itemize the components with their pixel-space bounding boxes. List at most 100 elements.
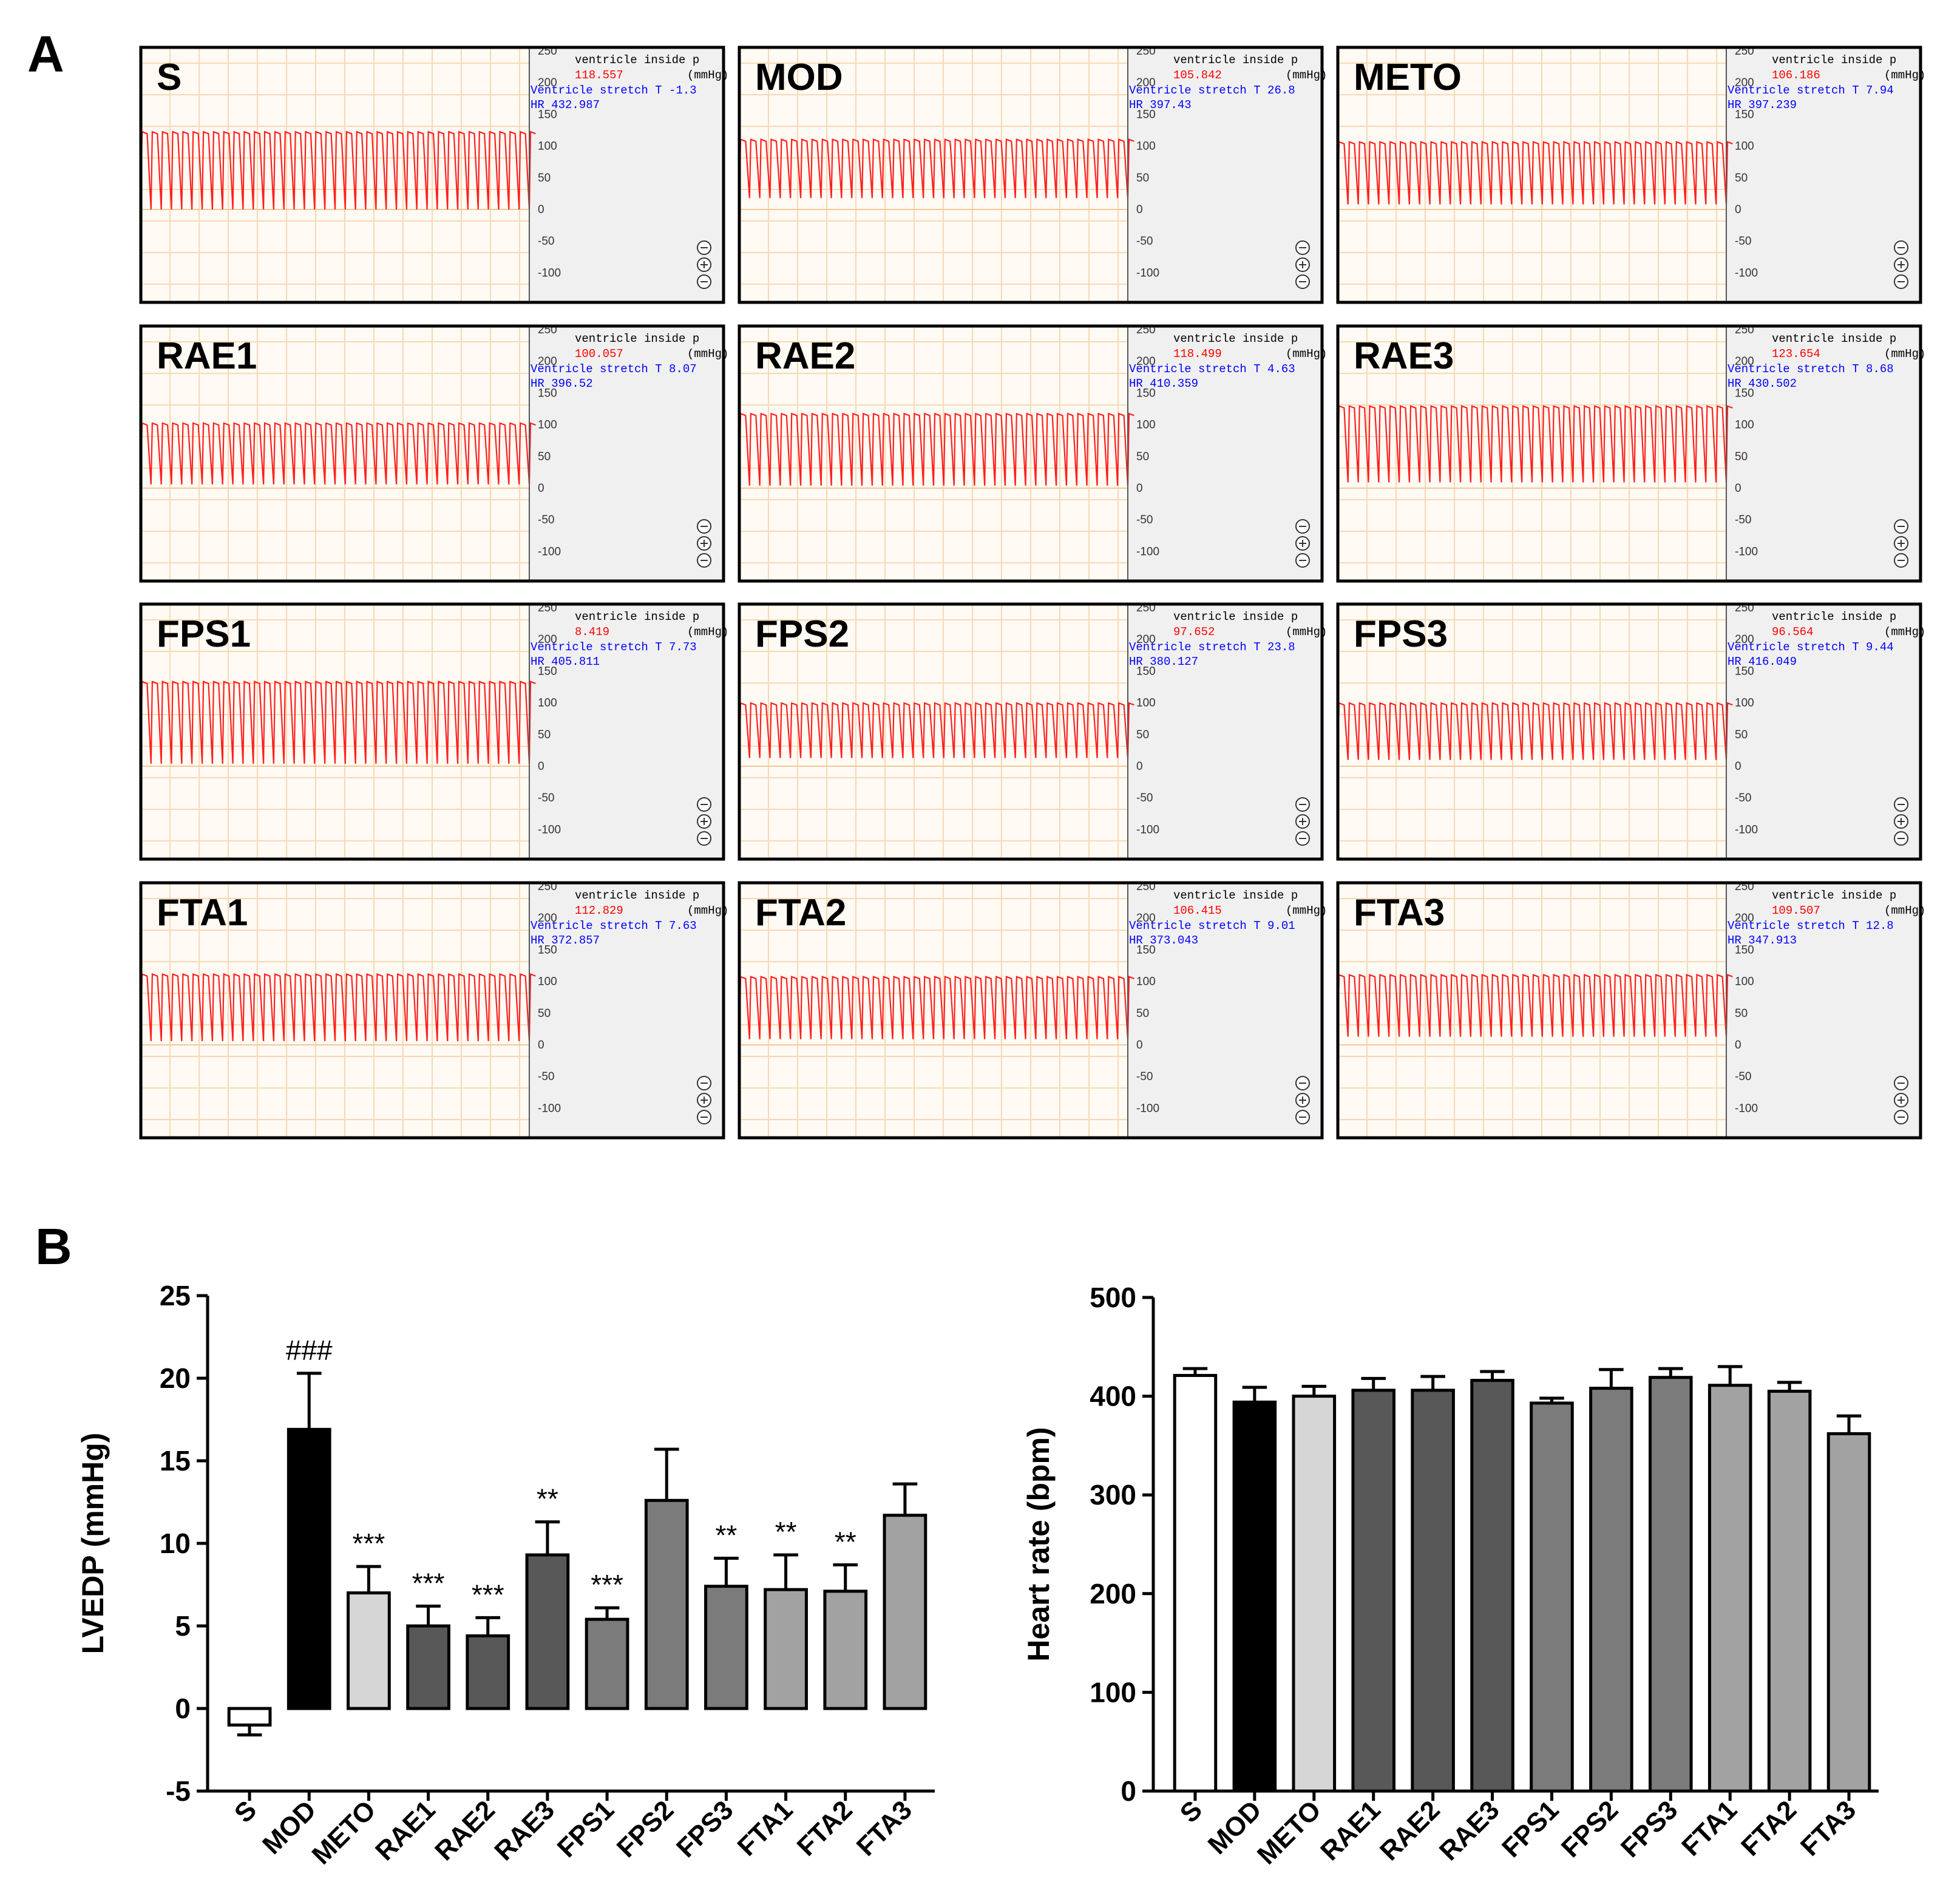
unit-label: (mmHg) <box>687 69 728 82</box>
trace-y-tick: -50 <box>538 235 554 248</box>
x-tick-label-meto: METO <box>1252 1795 1327 1870</box>
pressure-trace <box>140 422 536 484</box>
bar-rae2 <box>466 1634 510 1710</box>
trace-y-tick: 50 <box>1136 729 1149 741</box>
stretch-readout: Ventricle stretch T 23.8 <box>1129 641 1295 654</box>
pressure-readout: 123.654 <box>1772 347 1820 361</box>
trace-y-tick: 200 <box>1735 912 1754 925</box>
pressure-readout: 96.564 <box>1772 625 1813 639</box>
x-tick-label-fta2: FTA2 <box>792 1795 858 1861</box>
trace-y-tick: 200 <box>1136 76 1156 89</box>
trace-y-tick: 0 <box>1735 203 1741 216</box>
pressure-readout: 100.057 <box>575 347 623 361</box>
trace-readout-area <box>1128 604 1322 859</box>
significance-fps3: ** <box>716 1519 738 1551</box>
trace-y-tick: -100 <box>1136 267 1159 279</box>
significance-fta2: ** <box>835 1526 856 1557</box>
bar-s <box>1173 1373 1218 1793</box>
trace-y-tick: 150 <box>1735 108 1754 121</box>
trace-y-tick: 100 <box>1136 419 1156 432</box>
trace-y-tick: 50 <box>538 729 551 741</box>
stretch-readout: Ventricle stretch T 9.44 <box>1728 641 1894 654</box>
bar-fta3 <box>883 1514 927 1710</box>
unit-label: (mmHg) <box>1286 625 1327 639</box>
bar-fps3 <box>704 1585 748 1710</box>
trace-panel-border <box>139 324 725 583</box>
x-tick-label-s: S <box>1175 1795 1208 1828</box>
trace-readout-area <box>529 47 724 302</box>
trace-y-tick: -100 <box>538 823 561 836</box>
trace-y-tick: 150 <box>1136 943 1156 956</box>
significance-mod: ### <box>286 1334 333 1366</box>
stretch-readout: Ventricle stretch T 8.07 <box>531 362 697 376</box>
bar-fta3 <box>1826 1432 1871 1793</box>
trace-y-tick: -50 <box>1136 514 1153 526</box>
trace-readout-area <box>529 883 724 1138</box>
trace-y-tick: 0 <box>538 1039 544 1052</box>
y-tick-label: 0 <box>175 1693 191 1724</box>
trace-y-tick: 50 <box>1136 1007 1149 1020</box>
trace-grid <box>141 604 529 859</box>
stretch-readout: Ventricle stretch T 4.63 <box>1129 362 1295 376</box>
bar-mod <box>287 1427 331 1710</box>
trace-readout-area <box>1128 47 1322 302</box>
stretch-readout: Ventricle stretch T 12.8 <box>1728 919 1894 933</box>
pressure-readout: 118.557 <box>575 69 623 82</box>
trace-y-tick: 50 <box>1735 729 1748 741</box>
x-tick-label-fps3: FPS3 <box>1615 1795 1683 1863</box>
pressure-trace <box>1337 974 1733 1037</box>
y-tick-label: 100 <box>1090 1676 1136 1708</box>
readout-label: ventricle inside p <box>575 53 699 67</box>
stretch-readout: Ventricle stretch T -1.3 <box>531 84 697 97</box>
pressure-trace <box>738 976 1134 1039</box>
y-axis-label: LVEDP (mmHg) <box>76 1433 110 1654</box>
bar-meto <box>1292 1395 1337 1793</box>
x-tick-label-fta3: FTA3 <box>1795 1795 1862 1861</box>
bar-fta2 <box>823 1589 868 1710</box>
bar-fps1 <box>1530 1401 1574 1793</box>
hr-readout: HR 432.987 <box>531 98 600 112</box>
trace-readout-area <box>1128 326 1322 581</box>
trace-panel-border <box>738 602 1324 861</box>
hr-readout: HR 397.43 <box>1129 98 1192 112</box>
unit-label: (mmHg) <box>1884 347 1925 361</box>
trace-y-tick: 150 <box>1136 665 1156 678</box>
trace-y-tick: 0 <box>1735 482 1741 495</box>
x-tick-label-fps2: FPS2 <box>611 1795 679 1863</box>
bar-rae1 <box>1351 1389 1395 1793</box>
hr-readout: HR 416.049 <box>1728 655 1797 668</box>
trace-y-tick: 200 <box>1735 633 1754 646</box>
trace-y-tick: 100 <box>1735 697 1754 710</box>
hr-readout: HR 410.359 <box>1129 377 1198 390</box>
unit-label: (mmHg) <box>1884 904 1925 917</box>
readout-label: ventricle inside p <box>1173 332 1298 345</box>
trace-y-tick: 150 <box>538 108 557 121</box>
bar-rae2 <box>1411 1389 1455 1793</box>
trace-y-tick: -50 <box>1136 1070 1153 1083</box>
y-tick-label: 25 <box>160 1280 191 1311</box>
trace-y-tick: -100 <box>1735 1102 1758 1115</box>
stretch-readout: Ventricle stretch T 8.68 <box>1728 362 1894 376</box>
trace-y-tick: 150 <box>1136 108 1156 121</box>
trace-y-tick: -100 <box>1136 545 1159 558</box>
significance-fta1: ** <box>775 1516 797 1548</box>
trace-panel-title: FPS3 <box>1354 613 1448 655</box>
trace-y-tick: 50 <box>1735 450 1748 463</box>
trace-y-tick: 200 <box>1735 355 1754 368</box>
trace-y-tick: 150 <box>538 665 557 678</box>
pressure-readout: 106.415 <box>1173 904 1222 917</box>
trace-y-tick: 0 <box>538 203 544 216</box>
trace-grid <box>739 883 1128 1138</box>
readout-label: ventricle inside p <box>575 332 699 345</box>
trace-y-tick: 100 <box>538 419 557 432</box>
trace-y-tick: 200 <box>538 912 557 925</box>
trace-y-tick: 50 <box>1735 172 1748 185</box>
trace-y-tick: -50 <box>538 792 554 804</box>
trace-y-tick: 200 <box>538 76 557 89</box>
pressure-trace <box>738 412 1134 486</box>
trace-readout-area <box>529 326 724 581</box>
readout-label: ventricle inside p <box>1173 53 1298 67</box>
bar-fps2 <box>1589 1387 1633 1793</box>
